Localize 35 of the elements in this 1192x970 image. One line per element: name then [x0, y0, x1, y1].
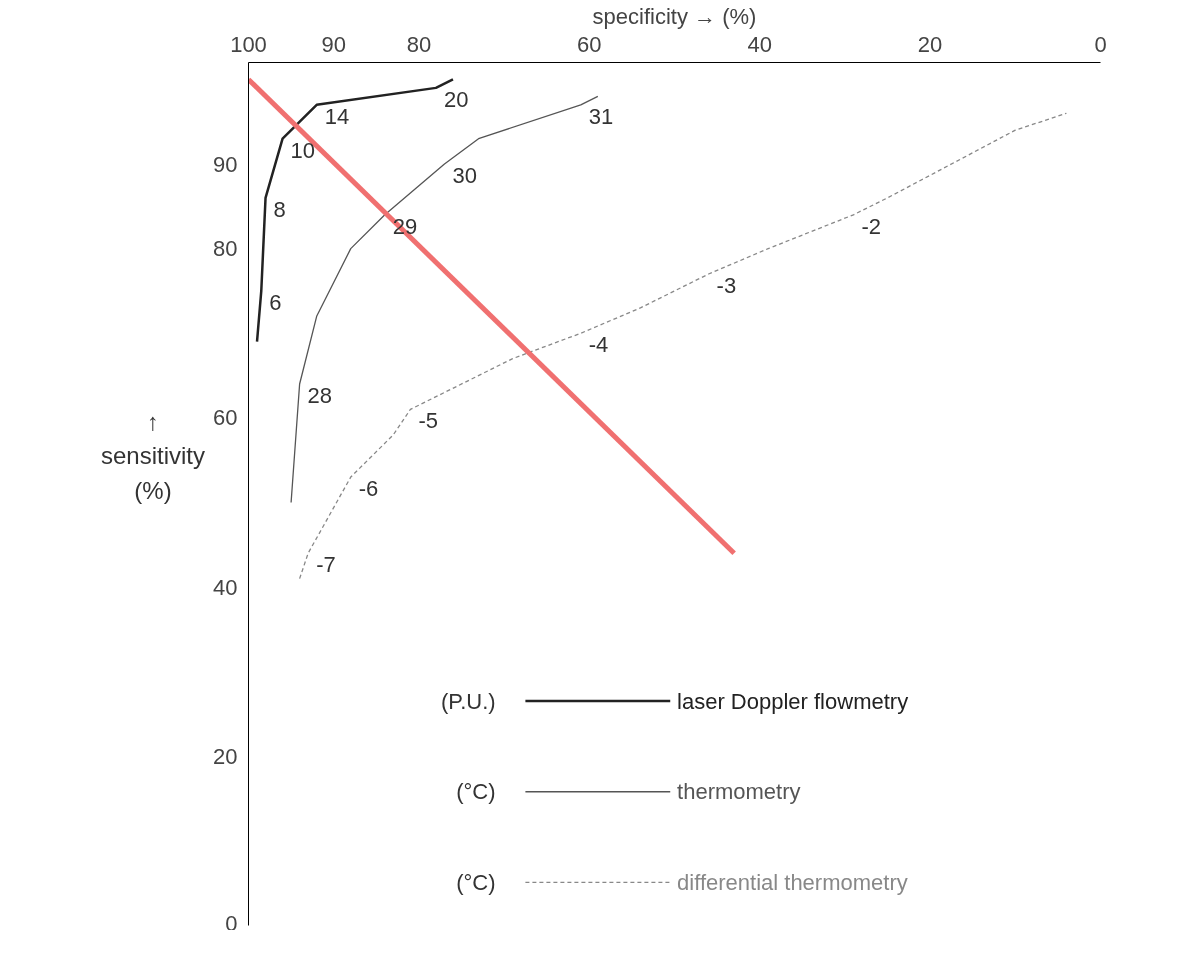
x-tick-label: 0 [1094, 31, 1107, 57]
text: thermometry [677, 779, 801, 805]
annotation: (°C) [456, 779, 496, 805]
annotation: 10 [290, 137, 316, 163]
annotation: 30 [452, 163, 477, 189]
annotation: (°C) [456, 869, 496, 895]
text: laser Doppler flowmetry [677, 688, 909, 714]
y-axis-title: ↑ sensitivity (%) [100, 407, 205, 506]
x-tick-label: 90 [321, 31, 346, 57]
annotation: -3 [716, 273, 737, 299]
annotation: -6 [358, 476, 379, 502]
annotation: -4 [588, 332, 609, 358]
text: differential thermometry [677, 869, 908, 895]
y-tick-label: 80 [213, 236, 238, 262]
y-tick-label: 0 [225, 910, 238, 936]
annotation: 8 [273, 196, 286, 222]
y-tick-label: 40 [213, 574, 238, 600]
annotation: 28 [307, 383, 333, 409]
annotation: 20 [443, 86, 469, 112]
annotation: -7 [316, 552, 336, 578]
y-tick-label: 20 [213, 743, 238, 769]
annotation: -5 [418, 408, 438, 434]
x-tick-label: 20 [917, 31, 943, 57]
x-tick-label: 60 [577, 31, 602, 57]
annotation: (P.U.) [440, 688, 496, 714]
annotation: 14 [324, 103, 350, 129]
annotation: -2 [861, 213, 881, 239]
annotation: 6 [269, 289, 282, 315]
y-tick-label: 90 [213, 151, 238, 177]
x-axis-title: specificity → (%) [592, 3, 757, 29]
x-tick-label: 100 [230, 31, 267, 57]
x-tick-label: 80 [406, 31, 432, 57]
annotation: 31 [588, 103, 614, 129]
x-tick-label: 40 [747, 31, 772, 57]
y-tick-label: 60 [213, 405, 238, 431]
